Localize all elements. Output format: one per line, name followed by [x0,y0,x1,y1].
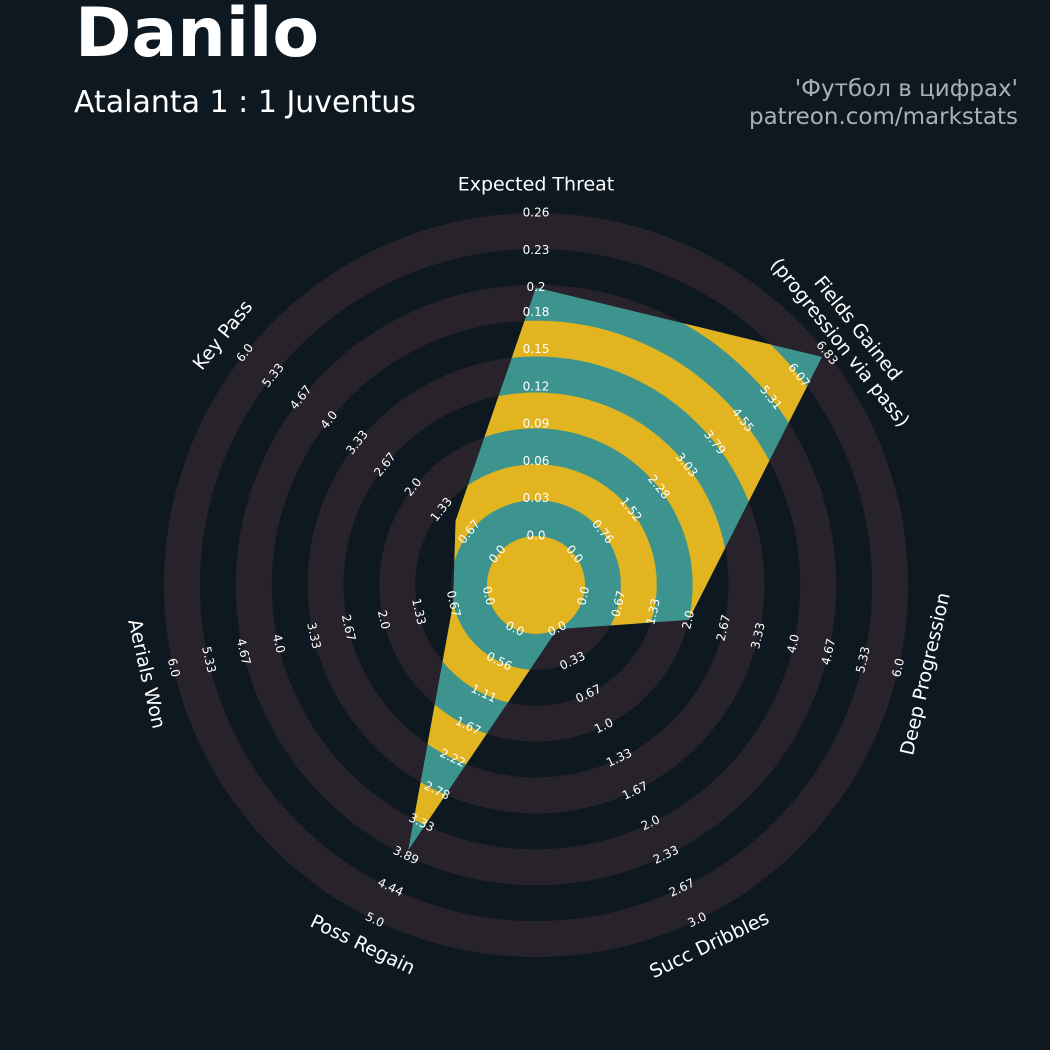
tick-label: 0.23 [523,243,550,257]
tick-label: 5.33 [853,645,873,674]
tick-label: 0.67 [444,589,464,618]
tick-label: 3.33 [748,621,768,650]
tick-label: 2.0 [679,609,697,631]
tick-label: 0.0 [526,529,545,543]
tick-label: 0.03 [523,491,550,505]
credit: 'Футбол в цифрах' [795,76,1018,102]
tick-label: 6.0 [165,657,183,679]
tick-label: 6.0 [889,657,907,679]
tick-label: 0.67 [609,589,629,618]
tick-label: 4.67 [234,637,254,666]
tick-label: 1.33 [409,597,429,626]
tick-label: 5.33 [199,645,219,674]
axis-label: Expected Threat [458,174,615,196]
ring [164,213,908,957]
tick-label: 2.67 [339,613,359,642]
credit: patreon.com/markstats [749,104,1018,130]
tick-label: 4.0 [784,633,802,655]
band [487,536,585,634]
tick-label: 0.15 [523,342,550,356]
tick-label: 0.0 [574,585,592,607]
tick-label: 0.09 [523,417,550,431]
tick-label: 1.33 [643,597,663,626]
tick-label: 2.67 [714,613,734,642]
tick-label: 0.0 [480,585,498,607]
tick-label: 4.67 [819,637,839,666]
tick-label: 3.33 [304,621,324,650]
tick-label: 0.12 [523,379,550,393]
tick-label: 0.18 [523,305,550,319]
tick-label: 0.2 [526,280,545,294]
tick-label: 0.26 [523,206,550,220]
chart-title: Danilo [75,0,319,73]
tick-label: 0.06 [523,454,550,468]
chart-subtitle: Atalanta 1 : 1 Juventus [74,85,416,120]
tick-label: 4.0 [270,633,288,655]
tick-label: 2.0 [375,609,393,631]
